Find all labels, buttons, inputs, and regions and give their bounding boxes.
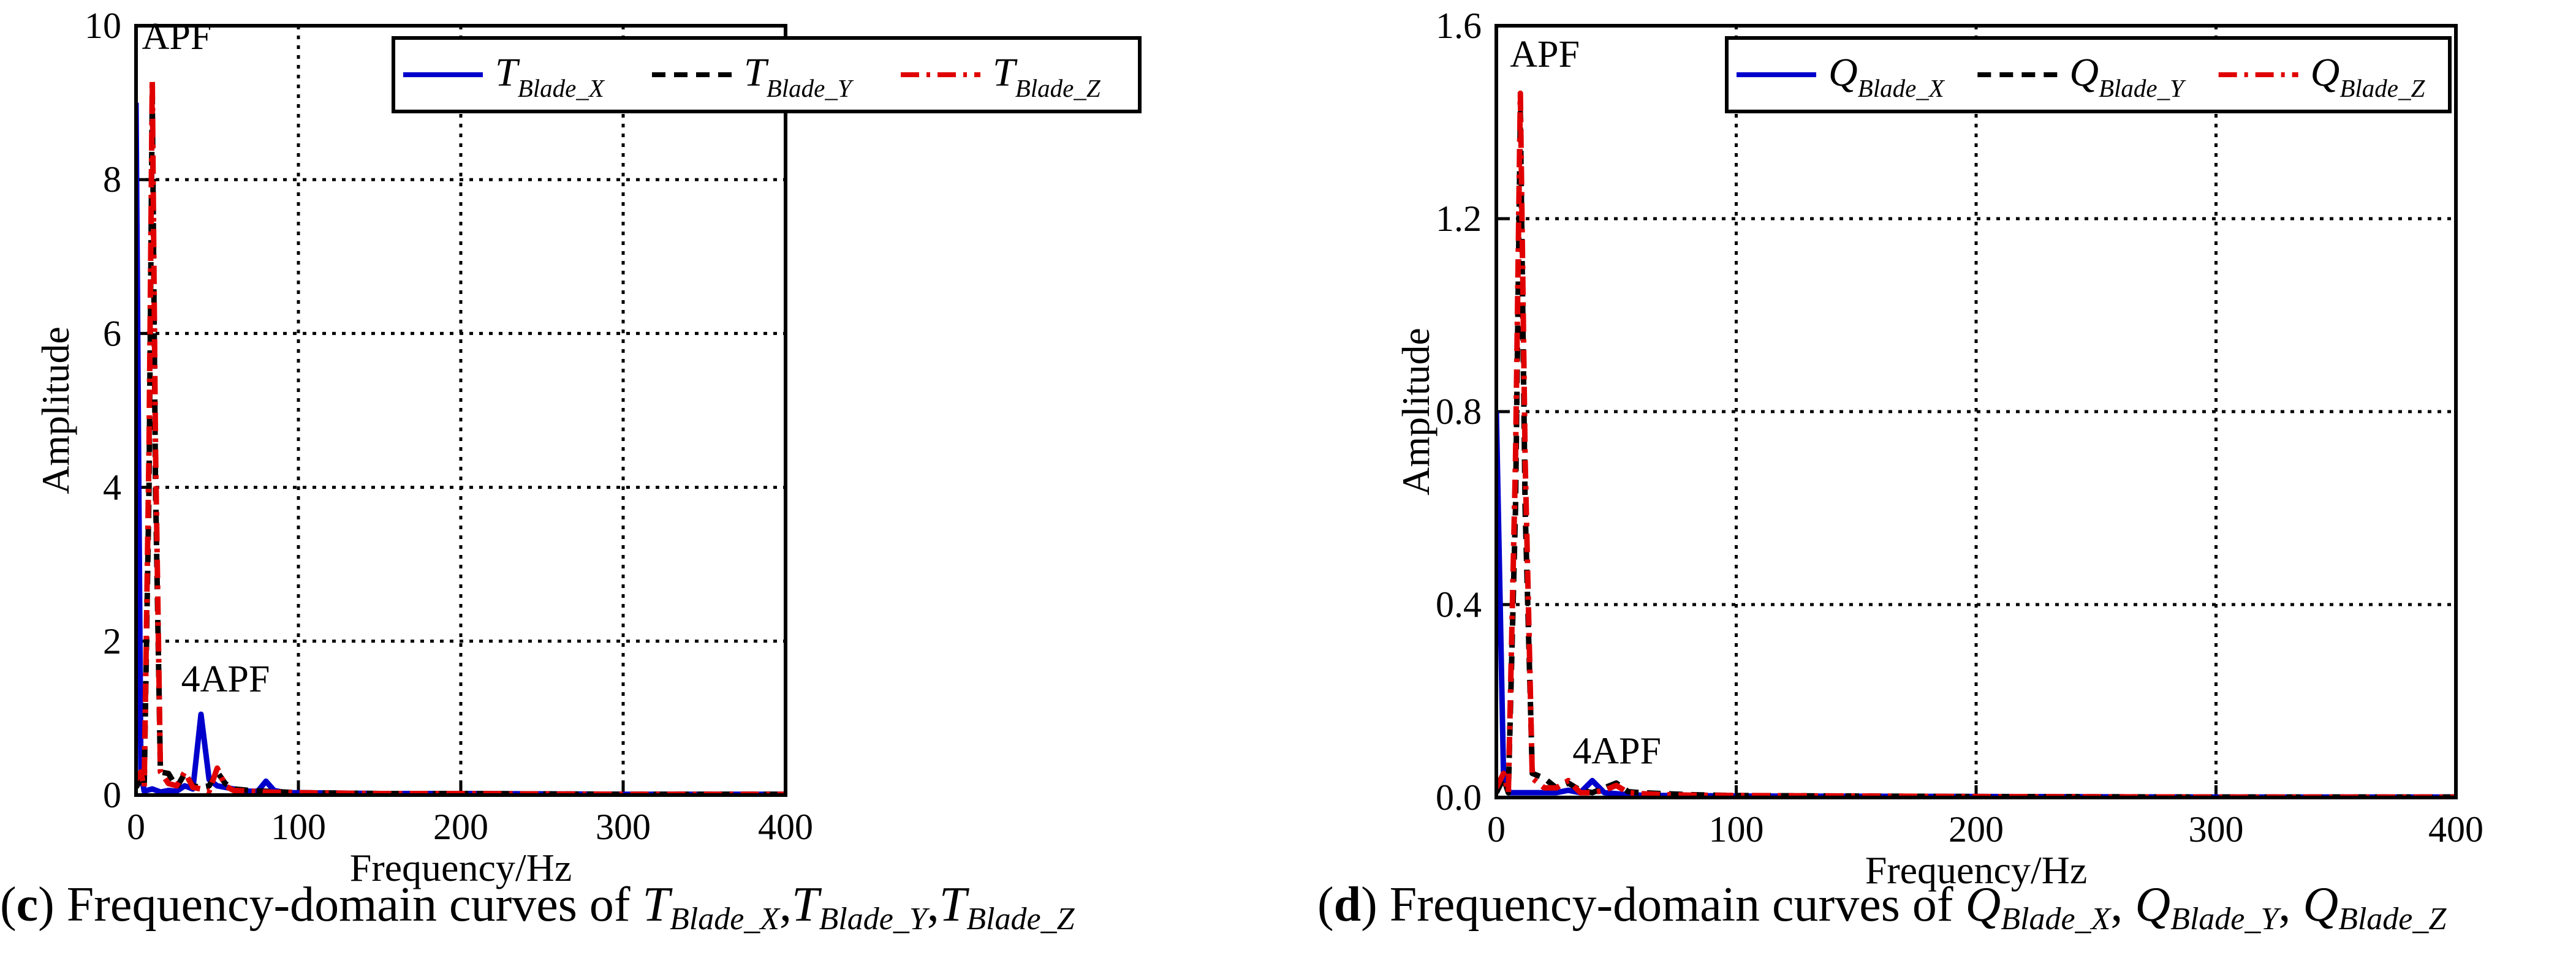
caption-d-label: d bbox=[1333, 878, 1362, 932]
caption-symbol: TBlade_Z bbox=[939, 878, 1075, 937]
y-axis-label: Amplitude bbox=[34, 326, 77, 494]
x-tick-label: 100 bbox=[1709, 809, 1764, 850]
caption-c: (c) Frequency-domain curves of TBlade_X,… bbox=[0, 878, 1075, 937]
y-tick-label: 0 bbox=[103, 775, 121, 815]
x-tick-label: 400 bbox=[758, 807, 813, 847]
chart-c: 0 100 200 300 400 0 2 4 6 8 10 Frequency/Hz Amplitud… bbox=[34, 6, 1142, 889]
legend-label-Q_Blade_Z: QBlade_Z bbox=[2311, 50, 2426, 102]
y-tick-label: 6 bbox=[103, 313, 121, 353]
legend-label-T_Blade_Z: TBlade_Z bbox=[993, 50, 1101, 102]
caption-d-text: Frequency-domain curves of bbox=[1389, 878, 1953, 932]
x-tick-label: 300 bbox=[596, 807, 651, 847]
y-axis-label: Amplitude bbox=[1394, 328, 1438, 496]
y-tick-label: 1.6 bbox=[1436, 6, 1482, 46]
axes-frame bbox=[134, 24, 787, 797]
axes-frame bbox=[1494, 24, 2458, 799]
x-tick-label: 0 bbox=[1487, 809, 1506, 850]
plot-area-d: 0 100 200 300 400 0.0 0.4 0.8 1.2 1.6 Frequency/Hz… bbox=[1394, 6, 2483, 892]
legend-box bbox=[392, 36, 1142, 113]
annotation-label: APF bbox=[1510, 34, 1580, 75]
x-tick-label: 200 bbox=[1949, 809, 2004, 850]
caption-c-label: c bbox=[16, 878, 39, 932]
caption-symbol: QBlade_Y bbox=[2135, 878, 2279, 937]
caption-symbol: QBlade_Z bbox=[2303, 878, 2447, 937]
caption-c-symbols: TBlade_X,TBlade_Y,TBlade_Z bbox=[642, 878, 1075, 937]
y-tick-label: 8 bbox=[103, 159, 121, 200]
x-tick-label: 0 bbox=[127, 807, 145, 847]
legend-label-Q_Blade_Y: QBlade_Y bbox=[2069, 50, 2186, 102]
x-tick-label: 200 bbox=[433, 807, 488, 847]
y-tick-label: 10 bbox=[85, 6, 121, 46]
legend-box bbox=[1725, 36, 2452, 113]
series-line-T_Blade_Z bbox=[136, 77, 786, 795]
caption-d-symbols: QBlade_X, QBlade_Y, QBlade_Z bbox=[1965, 878, 2447, 937]
y-tick-label: 4 bbox=[103, 467, 121, 508]
annotation-label: APF bbox=[142, 16, 212, 58]
annotation-label: 4APF bbox=[181, 658, 270, 700]
x-tick-label: 100 bbox=[271, 807, 326, 847]
series-group bbox=[136, 77, 786, 795]
y-tick-label: 2 bbox=[103, 621, 121, 662]
caption-symbol: TBlade_Y bbox=[792, 878, 927, 937]
x-tick-label: 300 bbox=[2189, 809, 2244, 850]
y-tick-label: 0.0 bbox=[1436, 777, 1482, 818]
legend-label-Q_Blade_X: QBlade_X bbox=[1828, 50, 1945, 102]
caption-d: (d) Frequency-domain curves of QBlade_X,… bbox=[1317, 878, 2447, 937]
legend-label-T_Blade_Y: TBlade_Y bbox=[744, 50, 854, 102]
caption-symbol: QBlade_X bbox=[1965, 878, 2111, 937]
series-line-Q_Blade_Z bbox=[1496, 90, 2456, 798]
x-axis-label: Frequency/Hz bbox=[1865, 848, 2088, 892]
chart-d: 0 100 200 300 400 0.0 0.4 0.8 1.2 1.6 Frequency/Hz… bbox=[1394, 6, 2483, 892]
plot-area-c: 0 100 200 300 400 0 2 4 6 8 10 Frequency/Hz Amplitud… bbox=[34, 6, 1142, 889]
caption-c-text: Frequency-domain curves of bbox=[66, 878, 631, 932]
y-tick-label: 1.2 bbox=[1436, 198, 1482, 239]
x-axis-label: Frequency/Hz bbox=[350, 846, 572, 889]
y-tick-label: 0.8 bbox=[1436, 391, 1482, 432]
annotation-label: 4APF bbox=[1572, 731, 1661, 772]
caption-symbol: TBlade_X bbox=[642, 878, 780, 937]
y-tick-label: 0.4 bbox=[1436, 584, 1482, 625]
series-group bbox=[1496, 90, 2456, 798]
legend-label-T_Blade_X: TBlade_X bbox=[495, 50, 605, 102]
x-tick-label: 400 bbox=[2428, 809, 2483, 850]
